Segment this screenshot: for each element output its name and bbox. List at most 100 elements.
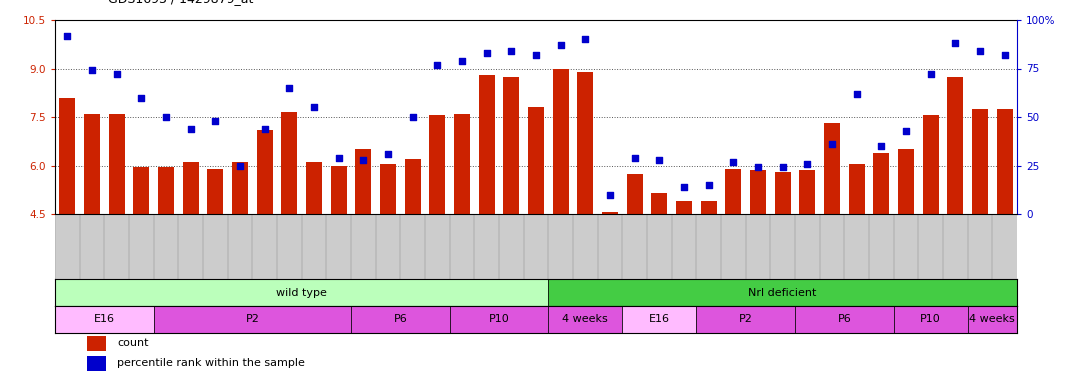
Point: [503, 48, 520, 54]
Bar: [479, 75, 495, 214]
Point: [305, 104, 322, 110]
Point: [453, 58, 471, 64]
Bar: [726, 169, 742, 214]
Bar: [553, 69, 569, 214]
Bar: [775, 172, 791, 214]
Bar: [453, 114, 471, 214]
Text: P6: P6: [394, 315, 408, 324]
Point: [355, 157, 372, 163]
Point: [478, 50, 495, 56]
Point: [182, 126, 200, 132]
Text: P10: P10: [489, 315, 509, 324]
Point: [380, 151, 397, 157]
Point: [724, 159, 742, 165]
Bar: [55, 279, 548, 306]
Bar: [873, 153, 890, 214]
Text: 4 weeks: 4 weeks: [970, 315, 1015, 324]
Bar: [182, 162, 198, 214]
Bar: [795, 306, 894, 333]
Bar: [651, 193, 667, 214]
Point: [946, 40, 964, 46]
Bar: [898, 149, 914, 214]
Text: wild type: wild type: [276, 288, 328, 297]
Point: [232, 162, 249, 168]
Bar: [528, 107, 544, 214]
Text: P2: P2: [738, 315, 752, 324]
Text: percentile rank within the sample: percentile rank within the sample: [117, 358, 305, 368]
Point: [552, 42, 569, 48]
Point: [602, 192, 619, 198]
Point: [330, 155, 347, 161]
Bar: [602, 212, 618, 214]
Bar: [87, 336, 107, 351]
Bar: [676, 201, 692, 214]
Bar: [60, 98, 76, 214]
Point: [997, 52, 1014, 58]
Point: [281, 85, 298, 91]
Bar: [894, 306, 968, 333]
Point: [700, 182, 717, 188]
Point: [207, 118, 224, 124]
Text: E16: E16: [649, 315, 670, 324]
Bar: [504, 76, 520, 214]
Bar: [750, 170, 766, 214]
Text: P6: P6: [838, 315, 851, 324]
Bar: [84, 114, 100, 214]
Bar: [622, 306, 697, 333]
Bar: [257, 130, 273, 214]
Bar: [449, 306, 548, 333]
Point: [675, 184, 692, 190]
Point: [651, 157, 668, 163]
Text: Nrl deficient: Nrl deficient: [748, 288, 817, 297]
Point: [775, 165, 792, 171]
Point: [749, 165, 766, 171]
Point: [527, 52, 544, 58]
Text: P2: P2: [245, 315, 259, 324]
Bar: [55, 306, 154, 333]
Bar: [306, 162, 322, 214]
Text: 4 weeks: 4 weeks: [562, 315, 608, 324]
Point: [626, 155, 643, 161]
Bar: [997, 109, 1013, 214]
Bar: [282, 112, 298, 214]
Bar: [824, 123, 840, 214]
Point: [429, 62, 446, 68]
Bar: [331, 165, 347, 214]
Bar: [154, 306, 351, 333]
Point: [132, 94, 149, 100]
Point: [256, 126, 273, 132]
Point: [404, 114, 421, 120]
Point: [873, 143, 890, 149]
Bar: [355, 149, 371, 214]
Bar: [207, 169, 223, 214]
Text: count: count: [117, 338, 148, 348]
Point: [848, 91, 865, 97]
Point: [799, 160, 816, 166]
Bar: [799, 170, 815, 214]
Point: [922, 71, 939, 77]
Bar: [109, 114, 125, 214]
Point: [83, 68, 100, 74]
Bar: [380, 164, 396, 214]
Text: GDS1693 / 1429879_at: GDS1693 / 1429879_at: [109, 0, 254, 5]
Point: [824, 141, 841, 147]
Bar: [158, 167, 174, 214]
Bar: [697, 306, 795, 333]
Bar: [947, 76, 964, 214]
Point: [897, 128, 914, 134]
Bar: [968, 306, 1017, 333]
Bar: [548, 306, 622, 333]
Text: P10: P10: [921, 315, 941, 324]
Bar: [232, 162, 248, 214]
Bar: [972, 109, 988, 214]
Point: [108, 71, 125, 77]
Bar: [923, 116, 939, 214]
Point: [59, 33, 76, 39]
Bar: [577, 72, 593, 214]
Bar: [404, 159, 420, 214]
Text: E16: E16: [94, 315, 115, 324]
Bar: [701, 201, 717, 214]
Bar: [87, 356, 107, 371]
Bar: [548, 279, 1017, 306]
Point: [577, 36, 594, 42]
